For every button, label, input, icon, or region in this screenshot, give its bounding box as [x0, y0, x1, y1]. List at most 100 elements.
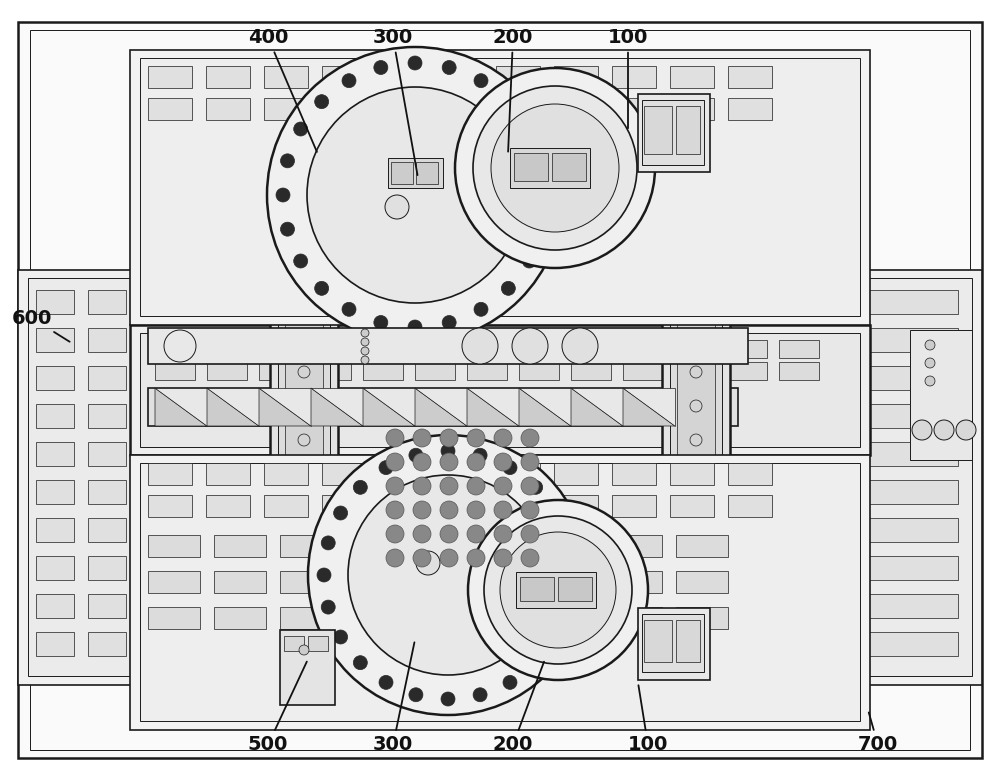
Bar: [207, 362, 247, 380]
Circle shape: [501, 94, 515, 108]
Bar: [264, 66, 308, 88]
Circle shape: [925, 376, 935, 386]
Bar: [496, 66, 540, 88]
Bar: [638, 608, 710, 680]
Bar: [670, 80, 722, 700]
Polygon shape: [623, 388, 675, 426]
Bar: [206, 98, 250, 120]
Bar: [192, 518, 230, 542]
Circle shape: [467, 453, 485, 471]
Bar: [155, 362, 195, 380]
Circle shape: [353, 480, 367, 495]
Bar: [192, 556, 230, 580]
Circle shape: [321, 600, 335, 614]
Circle shape: [361, 329, 369, 337]
Circle shape: [361, 356, 369, 364]
Bar: [638, 94, 710, 172]
Bar: [519, 340, 559, 358]
Bar: [760, 594, 850, 618]
Circle shape: [294, 122, 308, 136]
Circle shape: [374, 61, 388, 75]
Bar: [415, 340, 455, 358]
Circle shape: [484, 516, 632, 664]
Bar: [311, 340, 351, 358]
Bar: [140, 366, 178, 390]
Polygon shape: [571, 388, 623, 426]
Circle shape: [315, 282, 329, 296]
Bar: [779, 362, 819, 380]
Bar: [214, 535, 266, 557]
Bar: [140, 556, 178, 580]
Bar: [544, 571, 596, 593]
Bar: [346, 607, 398, 629]
Bar: [192, 366, 230, 390]
Bar: [760, 480, 850, 504]
Circle shape: [321, 536, 335, 550]
Bar: [571, 362, 611, 380]
Polygon shape: [207, 388, 259, 426]
Circle shape: [494, 525, 512, 543]
Bar: [192, 290, 230, 314]
Bar: [88, 594, 126, 618]
Bar: [285, 88, 323, 692]
Circle shape: [522, 122, 536, 136]
Bar: [36, 290, 74, 314]
Bar: [415, 362, 455, 380]
Bar: [760, 442, 850, 466]
Circle shape: [440, 453, 458, 471]
Bar: [278, 80, 330, 700]
Circle shape: [565, 568, 579, 582]
Circle shape: [379, 461, 393, 474]
Bar: [88, 290, 126, 314]
Bar: [280, 607, 332, 629]
Bar: [380, 98, 424, 120]
Circle shape: [540, 188, 554, 202]
Polygon shape: [155, 388, 207, 426]
Circle shape: [468, 500, 648, 680]
Circle shape: [491, 104, 619, 232]
Bar: [610, 535, 662, 557]
Circle shape: [494, 429, 512, 447]
Circle shape: [467, 549, 485, 567]
Circle shape: [503, 461, 517, 474]
Bar: [868, 404, 958, 428]
Bar: [554, 463, 598, 485]
Text: 600: 600: [12, 309, 70, 342]
Bar: [259, 340, 299, 358]
Circle shape: [440, 549, 458, 567]
Circle shape: [441, 692, 455, 706]
Circle shape: [409, 688, 423, 702]
Circle shape: [413, 525, 431, 543]
Bar: [140, 328, 178, 352]
Bar: [610, 607, 662, 629]
Circle shape: [501, 282, 515, 296]
Bar: [554, 495, 598, 517]
Bar: [552, 153, 586, 181]
Circle shape: [473, 448, 487, 463]
Bar: [214, 607, 266, 629]
Bar: [438, 66, 482, 88]
Text: 100: 100: [608, 28, 648, 128]
Bar: [760, 366, 850, 390]
Bar: [88, 632, 126, 656]
Circle shape: [386, 429, 404, 447]
Bar: [88, 518, 126, 542]
Bar: [36, 518, 74, 542]
Polygon shape: [467, 388, 519, 426]
Bar: [346, 571, 398, 593]
Bar: [760, 556, 850, 580]
Bar: [264, 98, 308, 120]
Bar: [18, 270, 258, 685]
Bar: [148, 66, 192, 88]
Circle shape: [934, 420, 954, 440]
Polygon shape: [519, 388, 571, 426]
Bar: [388, 158, 443, 188]
Bar: [192, 594, 230, 618]
Bar: [140, 442, 178, 466]
Polygon shape: [259, 388, 311, 426]
Bar: [148, 328, 748, 364]
Bar: [510, 148, 590, 188]
Bar: [36, 366, 74, 390]
Bar: [571, 340, 611, 358]
Circle shape: [442, 315, 456, 329]
